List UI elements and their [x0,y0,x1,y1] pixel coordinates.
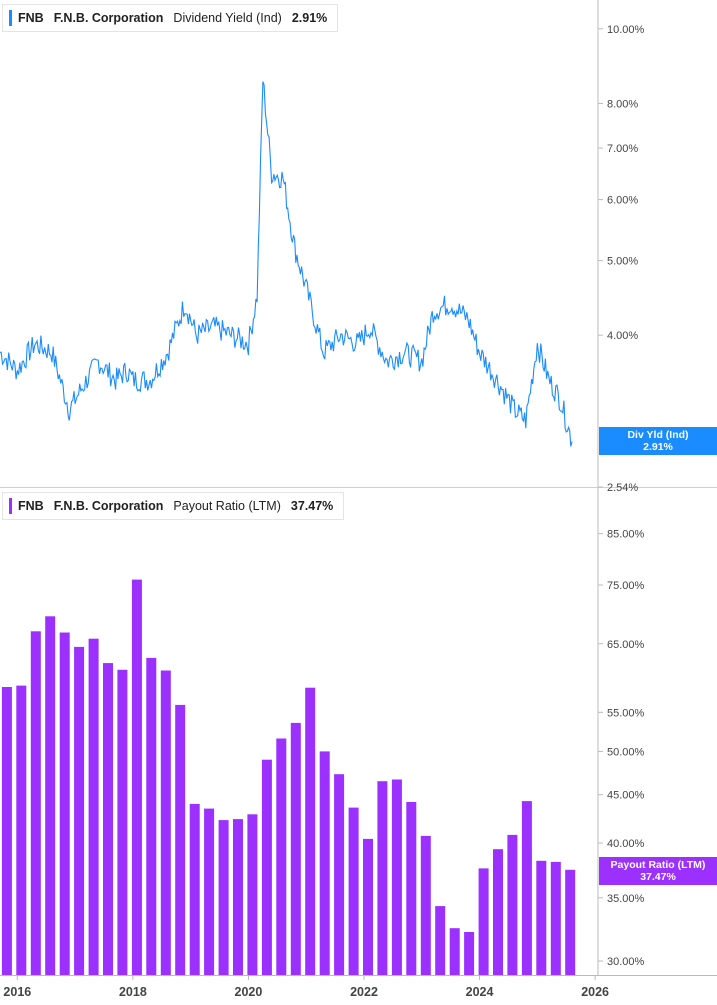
payout-bar [247,814,258,975]
payout-bar [276,738,287,975]
yield-y-tick-label: 4.00% [607,330,638,342]
payout-bar [103,663,113,975]
payout-bar [550,861,561,975]
payout-y-tick-label: 35.00% [607,893,645,905]
yield-y-tick-label: 10.00% [607,24,645,36]
payout-bar [204,808,215,975]
payout-y-tick-label: 55.00% [607,707,645,719]
top-legend-ticker: FNB [18,11,44,25]
x-tick-label: 2022 [350,985,378,999]
payout-value-tag: Payout Ratio (LTM) 37.47% [599,857,717,885]
payout-bar [348,807,359,975]
bottom-legend-metric: Payout Ratio (LTM) [173,499,281,513]
bottom-legend-company: F.N.B. Corporation [53,499,164,513]
payout-tag-value: 37.47% [640,871,676,883]
payout-bar [493,849,503,975]
payout-bar [74,646,85,975]
bottom-legend-value: 37.47% [290,499,334,513]
yield-tag-label: Div Yld (Ind) [627,429,689,441]
payout-y-tick-label: 30.00% [607,956,645,968]
payout-bar [334,774,345,975]
payout-y-tick-label: 40.00% [607,838,645,850]
payout-bar [521,801,532,975]
payout-tag-label: Payout Ratio (LTM) [610,859,706,871]
payout-bar [420,835,431,975]
bottom-legend-ticker: FNB [18,499,44,513]
payout-bar [391,779,402,975]
x-tick-label: 2018 [119,985,147,999]
payout-bar [406,802,417,975]
payout-bar [233,819,243,975]
dividend-yield-line [0,81,573,447]
yield-y-tick-label: 6.00% [607,195,638,207]
payout-bar [59,632,70,975]
payout-bar [1,687,12,975]
payout-bar [45,616,56,975]
top-legend-metric: Dividend Yield (Ind) [173,11,282,25]
payout-bar [117,669,128,975]
top-legend-company: F.N.B. Corporation [53,11,164,25]
payout-bar [175,704,186,975]
payout-bar [507,834,518,975]
yield-y-tick-label: 7.00% [607,143,638,155]
yield-y-tick-label: 8.00% [607,98,638,110]
payout-bar [363,838,373,975]
payout-bar [435,906,446,975]
payout-bar [261,759,272,975]
payout-bar [478,868,489,975]
payout-bar [88,638,99,975]
payout-bar [305,687,316,975]
payout-bar [290,722,301,975]
top-legend-value: 2.91% [291,11,328,25]
payout-bar [319,751,330,975]
payout-bar [464,932,475,975]
yield-tag-value: 2.91% [643,441,673,453]
payout-y-tick-label: 75.00% [607,580,645,592]
payout-y-tick-label: 85.00% [607,529,645,541]
top-legend[interactable]: FNB F.N.B. Corporation Dividend Yield (I… [2,4,339,32]
x-tick-label: 2026 [581,985,609,999]
payout-y-tick-label: 65.00% [607,639,645,651]
payout-bar [218,820,229,975]
bottom-legend[interactable]: FNB F.N.B. Corporation Payout Ratio (LTM… [2,492,345,520]
payout-y-tick-label: 50.00% [607,746,645,758]
payout-bar [377,781,388,975]
x-tick-label: 2024 [466,985,494,999]
payout-bar [146,657,157,975]
yield-y-tick-label: 5.00% [607,256,638,268]
yield-y-tick-label: 2.54% [607,482,638,494]
payout-y-tick-label: 45.00% [607,790,645,802]
payout-bar [131,579,142,975]
payout-bar [30,631,41,975]
yield-legend-swatch [9,10,12,26]
payout-legend-swatch [9,498,12,514]
payout-bar [536,860,547,975]
yield-value-tag: Div Yld (Ind) 2.91% [599,427,717,455]
payout-bar [16,685,27,975]
payout-bar [565,869,576,975]
payout-bar [189,803,200,975]
payout-bar [449,928,460,975]
payout-bar [160,670,171,975]
x-tick-label: 2016 [3,985,31,999]
x-tick-label: 2020 [235,985,263,999]
